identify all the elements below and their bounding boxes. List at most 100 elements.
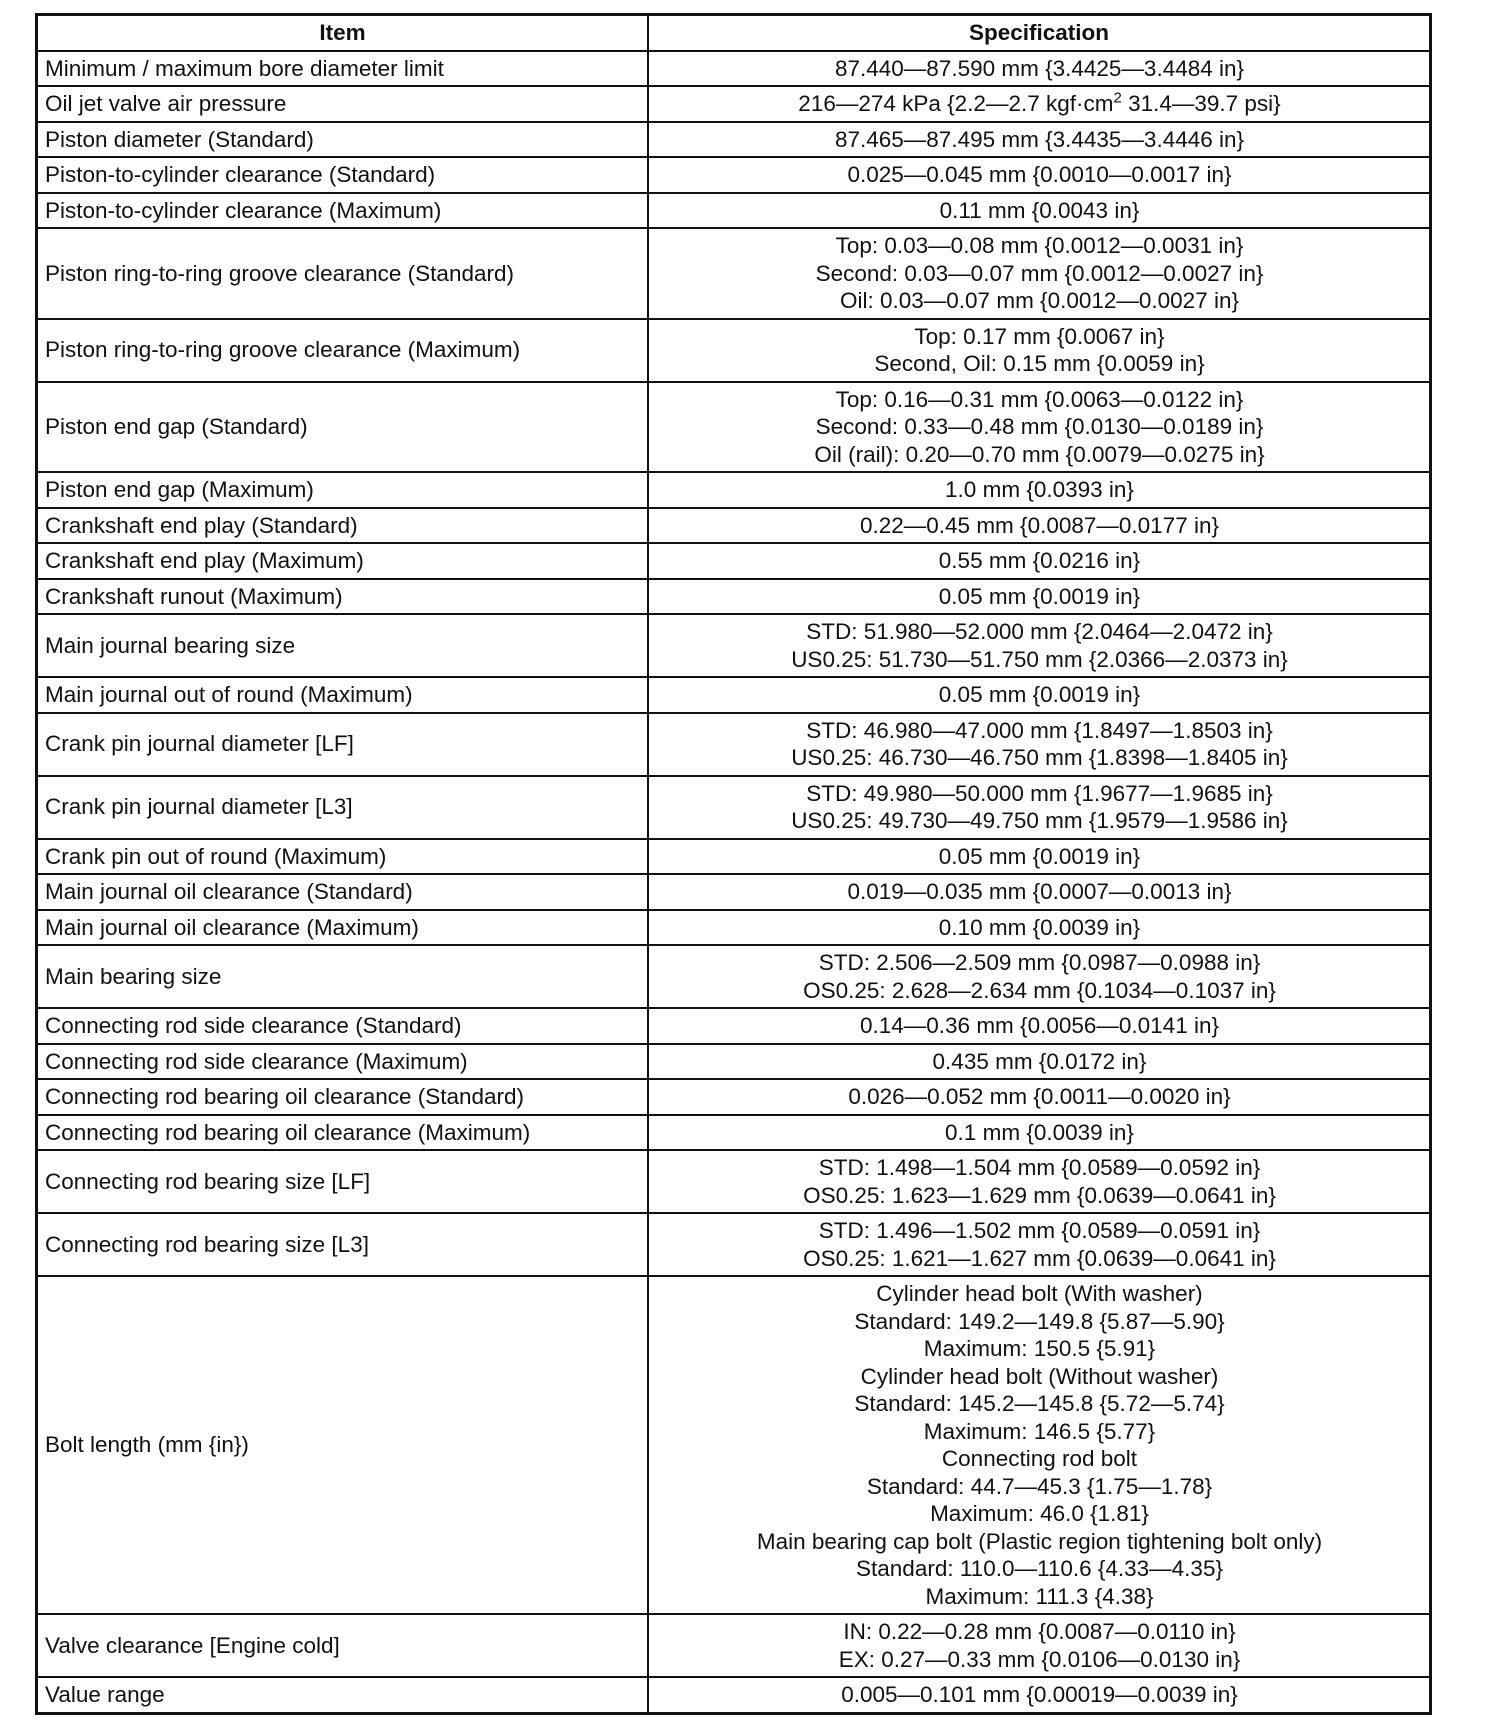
item-cell: Valve clearance [Engine cold] bbox=[35, 1613, 649, 1678]
item-cell: Crankshaft end play (Standard) bbox=[35, 506, 649, 544]
item-cell: Piston diameter (Standard) bbox=[35, 120, 649, 158]
item-cell: Main bearing size bbox=[35, 944, 649, 1009]
spec-line: STD: 51.980—52.000 mm {2.0464—2.0472 in} bbox=[806, 619, 1273, 644]
specification-cell: 1.0 mm {0.0393 in} bbox=[647, 471, 1432, 509]
table-row: Connecting rod side clearance (Standard)… bbox=[35, 1007, 1432, 1045]
spec-line: 0.22—0.45 mm {0.0087—0.0177 in} bbox=[859, 512, 1219, 538]
spec-line: STD: 1.496—1.502 mm {0.0589—0.0591 in} bbox=[818, 1218, 1261, 1243]
table-row: Crank pin journal diameter [LF] STD: 46.9… bbox=[35, 711, 1432, 777]
spec-line: US0.25: 49.730—49.750 mm {1.9579—1.9586 … bbox=[791, 808, 1288, 833]
item-cell: Crankshaft runout (Maximum) bbox=[35, 577, 649, 615]
table-row: Minimum / maximum bore diameter limit 87.… bbox=[35, 49, 1432, 87]
table-row: Connecting rod bearing oil clearance (St… bbox=[35, 1078, 1432, 1116]
specification-cell: IN: 0.22—0.28 mm {0.0087—0.0110 in} EX: 0… bbox=[647, 1613, 1432, 1678]
table-row: Piston ring-to-ring groove clearance (Ma… bbox=[35, 317, 1432, 383]
spec-line: Top: 0.16—0.31 mm {0.0063—0.0122 in} bbox=[835, 386, 1244, 412]
spec-line: 0.019—0.035 mm {0.0007—0.0013 in} bbox=[847, 879, 1232, 904]
spec-line: Maximum: 46.0 {1.81} bbox=[930, 1501, 1149, 1526]
item-cell: Piston end gap (Maximum) bbox=[35, 471, 649, 509]
specification-cell: Top: 0.16—0.31 mm {0.0063—0.0122 in} Seco… bbox=[647, 380, 1432, 473]
specification-cell: 216—274 kPa {2.2—2.7 kgf·cm2 31.4—39.7 p… bbox=[647, 85, 1432, 123]
spec-line: US0.25: 51.730—51.750 mm {2.0366—2.0373 … bbox=[791, 646, 1288, 672]
specification-cell: 0.435 mm {0.0172 in} bbox=[647, 1042, 1432, 1080]
spec-line: Cylinder head bolt (Without washer) bbox=[860, 1363, 1219, 1389]
item-cell: Crank pin journal diameter [L3] bbox=[35, 774, 649, 840]
specification-cell: 0.10 mm {0.0039 in} bbox=[647, 908, 1432, 946]
spec-line: EX: 0.27—0.33 mm {0.0106—0.0130 in} bbox=[838, 1646, 1241, 1672]
table-row: Crankshaft runout (Maximum) 0.05 mm {0.00… bbox=[35, 577, 1432, 615]
specification-cell: 0.11 mm {0.0043 in} bbox=[647, 191, 1432, 229]
table-row: Connecting rod bearing oil clearance (Ma… bbox=[35, 1113, 1432, 1151]
item-cell: Connecting rod side clearance (Maximum) bbox=[35, 1042, 649, 1080]
table-row: Piston ring-to-ring groove clearance (St… bbox=[35, 227, 1432, 320]
spec-line: Second, Oil: 0.15 mm {0.0059 in} bbox=[874, 351, 1205, 376]
item-cell: Piston-to-cylinder clearance (Standard) bbox=[35, 156, 649, 194]
specification-cell: 0.05 mm {0.0019 in} bbox=[647, 837, 1432, 875]
spec-text-after: 31.4—39.7 psi} bbox=[1121, 91, 1281, 116]
table-row: Oil jet valve air pressure 216—274 kPa {2… bbox=[35, 85, 1432, 123]
spec-line: 87.465—87.495 mm {3.4435—3.4446 in} bbox=[834, 126, 1245, 152]
item-cell: Crank pin journal diameter [LF] bbox=[35, 711, 649, 777]
spec-line: STD: 46.980—47.000 mm {1.8497—1.8503 in} bbox=[806, 717, 1273, 743]
item-cell: Main journal out of round (Maximum) bbox=[35, 676, 649, 714]
spec-line: US0.25: 46.730—46.750 mm {1.8398—1.8405 … bbox=[791, 745, 1288, 770]
table-header-row: Item Specification bbox=[35, 13, 1432, 52]
item-cell: Connecting rod bearing size [L3] bbox=[35, 1212, 649, 1277]
specification-cell: 0.05 mm {0.0019 in} bbox=[647, 676, 1432, 714]
specification-cell: 0.005—0.101 mm {0.00019—0.0039 in} bbox=[647, 1676, 1432, 1714]
spec-line: 0.026—0.052 mm {0.0011—0.0020 in} bbox=[848, 1084, 1231, 1109]
item-cell: Bolt length (mm {in}) bbox=[35, 1275, 649, 1615]
spec-line: 0.14—0.36 mm {0.0056—0.0141 in} bbox=[859, 1013, 1219, 1038]
header-item: Item bbox=[35, 13, 649, 52]
specification-cell: STD: 51.980—52.000 mm {2.0464—2.0472 in}… bbox=[647, 613, 1432, 678]
specification-cell: Top: 0.17 mm {0.0067 in} Second, Oil: 0.1… bbox=[647, 317, 1432, 383]
spec-line: Maximum: 146.5 {5.77} bbox=[923, 1418, 1156, 1444]
spec-line: STD: 1.498—1.504 mm {0.0589—0.0592 in} bbox=[818, 1155, 1261, 1180]
specification-cell: STD: 46.980—47.000 mm {1.8497—1.8503 in}… bbox=[647, 711, 1432, 777]
item-cell: Crankshaft end play (Maximum) bbox=[35, 542, 649, 580]
spec-line: OS0.25: 1.621—1.627 mm {0.0639—0.0641 in… bbox=[803, 1245, 1276, 1271]
item-cell: Oil jet valve air pressure bbox=[35, 85, 649, 123]
spec-line: Maximum: 150.5 {5.91} bbox=[923, 1336, 1156, 1361]
specification-cell: Top: 0.03—0.08 mm {0.0012—0.0031 in} Seco… bbox=[647, 227, 1432, 320]
specification-cell: 0.55 mm {0.0216 in} bbox=[647, 542, 1432, 580]
item-cell: Main journal oil clearance (Standard) bbox=[35, 873, 649, 911]
table-row: Piston end gap (Standard) Top: 0.16—0.31 … bbox=[35, 380, 1432, 473]
table-row: Valve clearance [Engine cold] IN: 0.22—0.… bbox=[35, 1613, 1432, 1678]
table-row: Piston diameter (Standard) 87.465—87.495 … bbox=[35, 120, 1432, 158]
table-row: Connecting rod bearing size [LF] STD: 1.4… bbox=[35, 1149, 1432, 1214]
table-row: Connecting rod side clearance (Maximum) 0… bbox=[35, 1042, 1432, 1080]
spec-line: STD: 49.980—50.000 mm {1.9677—1.9685 in} bbox=[806, 780, 1273, 806]
spec-line: 0.005—0.101 mm {0.00019—0.0039 in} bbox=[841, 1682, 1238, 1707]
specification-cell: 0.026—0.052 mm {0.0011—0.0020 in} bbox=[647, 1078, 1432, 1116]
spec-line: 0.10 mm {0.0039 in} bbox=[938, 914, 1141, 940]
table-row: Bolt length (mm {in}) Cylinder head bolt … bbox=[35, 1275, 1432, 1615]
spec-line: Top: 0.03—0.08 mm {0.0012—0.0031 in} bbox=[835, 233, 1244, 258]
spec-line: STD: 2.506—2.509 mm {0.0987—0.0988 in} bbox=[818, 950, 1261, 975]
table-row: Piston-to-cylinder clearance (Maximum) 0.… bbox=[35, 191, 1432, 229]
spec-line: IN: 0.22—0.28 mm {0.0087—0.0110 in} bbox=[843, 1619, 1236, 1644]
table-row: Crankshaft end play (Standard) 0.22—0.45 … bbox=[35, 506, 1432, 544]
specification-cell: 0.1 mm {0.0039 in} bbox=[647, 1113, 1432, 1151]
specification-cell: 0.22—0.45 mm {0.0087—0.0177 in} bbox=[647, 506, 1432, 544]
table-row: Value range 0.005—0.101 mm {0.00019—0.003… bbox=[35, 1676, 1432, 1714]
specification-cell: STD: 1.498—1.504 mm {0.0589—0.0592 in} OS… bbox=[647, 1149, 1432, 1214]
specification-cell: STD: 1.496—1.502 mm {0.0589—0.0591 in} OS… bbox=[647, 1212, 1432, 1277]
specification-cell: STD: 2.506—2.509 mm {0.0987—0.0988 in} OS… bbox=[647, 944, 1432, 1009]
table-row: Main journal oil clearance (Maximum) 0.10… bbox=[35, 908, 1432, 946]
spec-line: Standard: 149.2—149.8 {5.87—5.90} bbox=[854, 1308, 1225, 1334]
item-cell: Main journal bearing size bbox=[35, 613, 649, 678]
spec-line: 0.05 mm {0.0019 in} bbox=[938, 843, 1141, 869]
item-cell: Piston ring-to-ring groove clearance (Ma… bbox=[35, 317, 649, 383]
spec-line: Second: 0.33—0.48 mm {0.0130—0.0189 in} bbox=[815, 414, 1264, 439]
specification-cell: STD: 49.980—50.000 mm {1.9677—1.9685 in}… bbox=[647, 774, 1432, 840]
specification-cell: Cylinder head bolt (With washer) Standard… bbox=[647, 1275, 1432, 1615]
item-cell: Minimum / maximum bore diameter limit bbox=[35, 49, 649, 87]
spec-line: 0.55 mm {0.0216 in} bbox=[938, 548, 1141, 573]
specification-cell: 87.465—87.495 mm {3.4435—3.4446 in} bbox=[647, 120, 1432, 158]
item-cell: Piston end gap (Standard) bbox=[35, 380, 649, 473]
spec-text-sup: 2 bbox=[1113, 89, 1122, 107]
item-cell: Connecting rod bearing oil clearance (St… bbox=[35, 1078, 649, 1116]
spec-line: Main bearing cap bolt (Plastic region ti… bbox=[756, 1528, 1323, 1554]
table-row: Crank pin journal diameter [L3] STD: 49.9… bbox=[35, 774, 1432, 840]
